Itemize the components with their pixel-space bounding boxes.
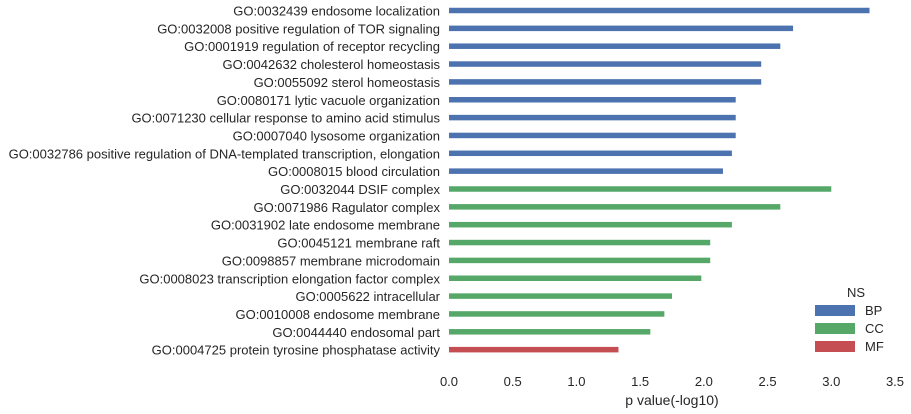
- bars-layer: [449, 7, 870, 353]
- bar: [449, 204, 781, 210]
- bar: [449, 43, 781, 49]
- bar: [449, 61, 762, 67]
- x-tick-label: 2.0: [695, 374, 713, 389]
- bar: [449, 239, 711, 246]
- legend-entries: BP CC MF: [815, 303, 884, 354]
- legend-label: CC: [865, 321, 884, 336]
- legend-swatch: [815, 323, 855, 334]
- category-label: GO:0042632 cholesterol homeostasis: [222, 57, 440, 72]
- category-label: GO:0032439 endosome localization: [233, 4, 440, 19]
- category-label: GO:0008015 blood circulation: [268, 164, 440, 179]
- category-label: GO:0055092 sterol homeostasis: [254, 75, 441, 90]
- bar: [449, 186, 832, 192]
- category-labels: GO:0032439 endosome localization GO:00320…: [9, 4, 441, 358]
- x-tick-label: 2.5: [759, 374, 777, 389]
- legend-swatch: [815, 305, 855, 316]
- bar: [449, 221, 732, 228]
- category-label: GO:0010008 endosome membrane: [235, 307, 440, 322]
- category-label: GO:0044440 endosomal part: [272, 325, 440, 340]
- bar: [449, 346, 619, 353]
- bar: [449, 275, 702, 281]
- bar: [449, 114, 736, 121]
- x-tick-label: 0.5: [504, 374, 522, 389]
- category-label: GO:0032786 positive regulation of DNA-te…: [9, 146, 440, 161]
- bar: [449, 293, 672, 299]
- x-tick-label: 3.5: [886, 374, 904, 389]
- bar: [449, 79, 762, 85]
- category-label: GO:0008023 transcription elongation fact…: [139, 271, 440, 286]
- bar: [449, 25, 794, 32]
- category-label: GO:0031902 late endosome membrane: [211, 218, 440, 233]
- bar: [449, 168, 723, 174]
- category-label: GO:0071230 cellular response to amino ac…: [131, 111, 440, 126]
- x-axis-title: p value(-log10): [625, 392, 718, 408]
- category-label: GO:0005622 intracellular: [295, 289, 440, 304]
- x-tick-label: 0.0: [440, 374, 458, 389]
- bar: [449, 150, 732, 157]
- category-label: GO:0045121 membrane raft: [277, 236, 440, 251]
- category-label: GO:0032044 DSIF complex: [280, 182, 440, 197]
- x-tick-label: 1.0: [567, 374, 585, 389]
- category-label: GO:0071986 Ragulator complex: [254, 200, 441, 215]
- bar: [449, 329, 651, 335]
- category-label: GO:0032008 positive regulation of TOR si…: [157, 21, 440, 36]
- bar: [449, 97, 736, 103]
- category-label: GO:0004725 protein tyrosine phosphatase …: [152, 343, 441, 358]
- legend-title: NS: [847, 285, 865, 300]
- category-label: GO:0098857 membrane microdomain: [222, 253, 440, 268]
- x-axis-ticks: 0.0 0.5 1.0 1.5 2.0 2.5 3.0 3.5: [440, 374, 904, 389]
- bar: [449, 7, 870, 14]
- category-label: GO:0080171 lytic vacuole organization: [217, 93, 440, 108]
- category-label: GO:0001919 regulation of receptor recycl…: [184, 39, 440, 54]
- bar: [449, 132, 736, 139]
- x-tick-label: 1.5: [631, 374, 649, 389]
- category-label: GO:0007040 lysosome organization: [233, 128, 440, 143]
- bar: [449, 257, 711, 264]
- legend-swatch: [815, 341, 855, 352]
- legend-label: MF: [865, 339, 884, 354]
- x-tick-label: 3.0: [822, 374, 840, 389]
- bar: [449, 311, 665, 317]
- legend: NS BP CC MF: [815, 285, 884, 354]
- legend-label: BP: [865, 303, 882, 318]
